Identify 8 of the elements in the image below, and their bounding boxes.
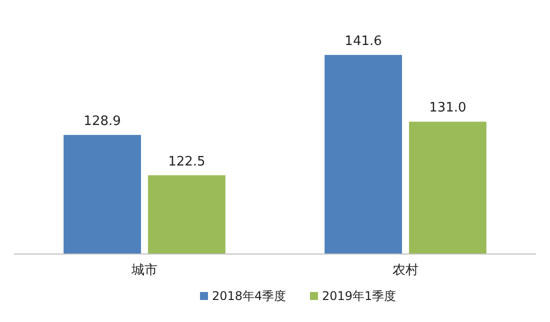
legend-label: 2019年1季度 [322, 289, 396, 303]
data-label: 141.6 [344, 34, 382, 49]
data-label: 122.5 [168, 154, 206, 170]
data-label: 131.0 [429, 100, 466, 116]
data-label: 128.9 [84, 114, 121, 129]
x-tick-label: 农村 [392, 263, 418, 278]
legend-label: 2018年4季度 [212, 289, 286, 303]
x-tick-label: 城市 [130, 263, 158, 278]
